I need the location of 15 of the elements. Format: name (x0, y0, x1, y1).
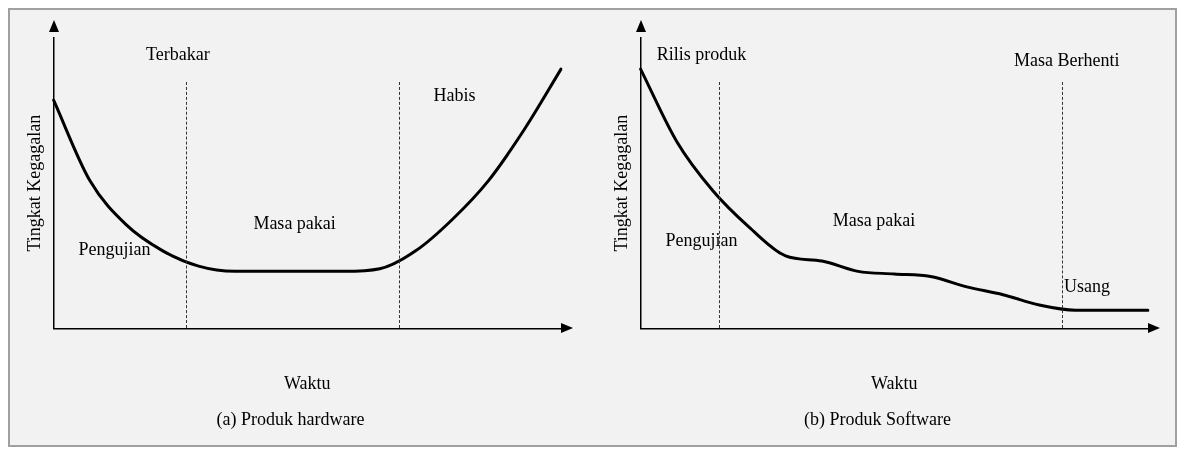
text: Terbakar (146, 44, 210, 65)
annotation: Pengujian (665, 230, 738, 251)
annotation: Masa pakai (832, 209, 916, 230)
annotation: Usang (1064, 276, 1111, 297)
annotation: Masa pakai (253, 212, 336, 233)
text: (a) Produk hardware (216, 408, 365, 430)
annotation: Habis (433, 84, 476, 105)
y-axis-title: Tingkat Kegagalan (23, 114, 44, 252)
annotation: Masa Berhenti (1014, 49, 1120, 70)
x-axis-title: Waktu (871, 373, 918, 394)
text: Rilis produk (656, 44, 747, 65)
x-axis-title: Waktu (284, 373, 331, 394)
annotation: Pengujian (78, 238, 151, 259)
text: (b) Produk Software (804, 408, 951, 430)
y-axis-title: Tingkat Kegagalan (610, 114, 631, 252)
